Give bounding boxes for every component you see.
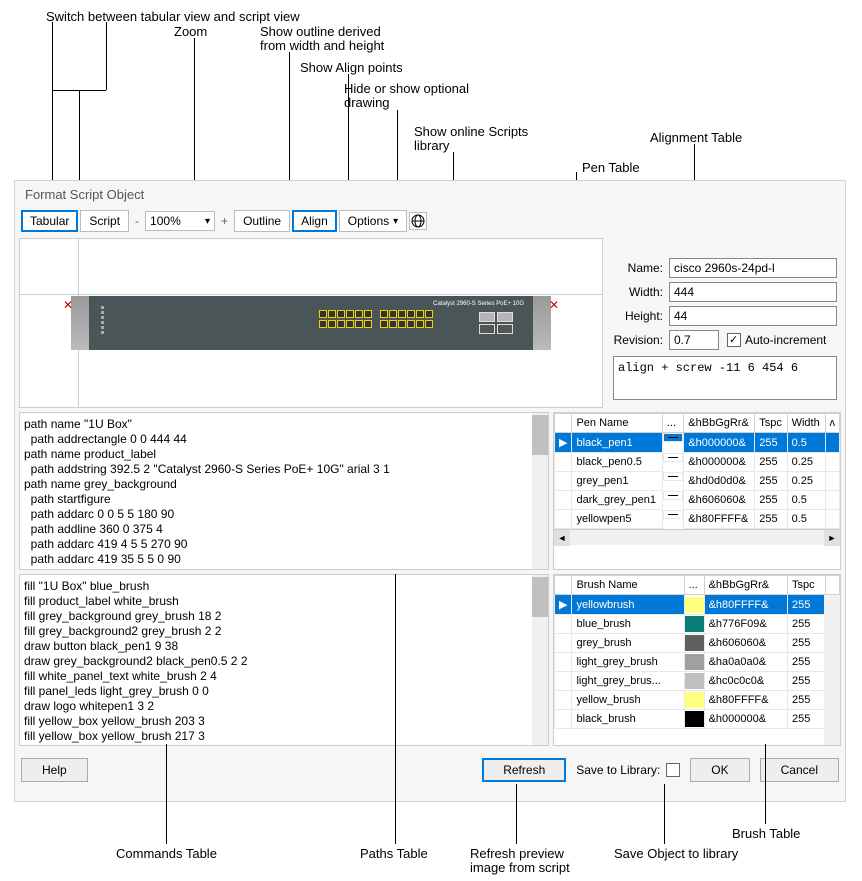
device-preview: ✕ ✕ Catalyst 2960-S Series PoE+ 10G [71, 296, 551, 350]
table-row[interactable]: light_grey_brush &ha0a0a0& 255 [555, 653, 840, 672]
annotation-save-object: Save Object to library [614, 846, 738, 861]
scrollbar[interactable] [532, 413, 548, 569]
script-button[interactable]: Script [80, 210, 129, 232]
align-button[interactable]: Align [292, 210, 337, 232]
revision-input[interactable] [669, 330, 719, 350]
v-scrollbar[interactable] [824, 595, 840, 745]
bottom-bar: Help Refresh Save to Library: OK Cancel [15, 750, 845, 790]
annotation-align: Show Align points [300, 60, 403, 75]
annotation-online-l2: library [414, 138, 449, 153]
annotation-online-l1: Show online Scripts [414, 124, 528, 139]
refresh-button[interactable]: Refresh [482, 758, 566, 782]
width-label: Width: [613, 285, 669, 299]
dialog-title: Format Script Object [15, 181, 845, 208]
height-label: Height: [613, 309, 669, 323]
annotation-outline-l2: from width and height [260, 38, 384, 53]
chevron-down-icon: ▾ [393, 216, 398, 227]
annotation-commands: Commands Table [116, 846, 217, 861]
cancel-button[interactable]: Cancel [760, 758, 839, 782]
align-textarea[interactable]: align + screw -11 6 454 6 [613, 356, 837, 400]
annotation-alignment-table: Alignment Table [650, 130, 742, 145]
name-input[interactable] [669, 258, 837, 278]
dialog-window: Format Script Object Tabular Script - 10… [14, 180, 846, 802]
zoom-value: 100% [150, 214, 181, 228]
chevron-down-icon: ▾ [205, 216, 210, 227]
annotation-brush-table: Brush Table [732, 826, 800, 841]
help-button[interactable]: Help [21, 758, 88, 782]
annotation-hide-l1: Hide or show optional [344, 81, 469, 96]
annotation-outline-l1: Show outline derived [260, 24, 381, 39]
table-row[interactable]: ▶ black_pen1 &h000000& 255 0.5 [555, 433, 840, 453]
height-input[interactable] [669, 306, 837, 326]
revision-label: Revision: [613, 333, 669, 347]
table-row[interactable]: grey_pen1 &hd0d0d0& 255 0.25 [555, 472, 840, 491]
table-row[interactable]: blue_brush &h776F09& 255 [555, 615, 840, 634]
annotation-zoom: Zoom [174, 24, 207, 39]
toolbar: Tabular Script - 100% ▾ + Outline Align … [15, 208, 845, 234]
ok-button[interactable]: OK [690, 758, 749, 782]
name-label: Name: [613, 261, 669, 275]
preview-area: ✕ ✕ Catalyst 2960-S Series PoE+ 10G [19, 238, 603, 408]
options-button[interactable]: Options ▾ [339, 210, 407, 232]
table-row[interactable]: yellowpen5 &h80FFFF& 255 0.5 [555, 510, 840, 529]
annotation-hide-l2: drawing [344, 95, 390, 110]
auto-increment-label: Auto-increment [745, 333, 826, 347]
table-row[interactable]: dark_grey_pen1 &h606060& 255 0.5 [555, 491, 840, 510]
tabular-button[interactable]: Tabular [21, 210, 78, 232]
zoom-plus[interactable]: + [217, 214, 232, 228]
save-library-checkbox[interactable] [666, 763, 680, 777]
width-input[interactable] [669, 282, 837, 302]
table-row[interactable]: ▶ yellowbrush &h80FFFF& 255 [555, 595, 840, 615]
table-row[interactable]: light_grey_brus... &hc0c0c0& 255 [555, 672, 840, 691]
annotation-refresh-l1: Refresh preview [470, 846, 564, 861]
zoom-minus[interactable]: - [131, 214, 143, 228]
paths-script-box[interactable]: path name "1U Box" path addrectangle 0 0… [19, 412, 549, 570]
brush-table[interactable]: Brush Name...&hBbGgRr&Tspc ▶ yellowbrush… [553, 574, 841, 746]
commands-script-box[interactable]: fill "1U Box" blue_brush fill product_la… [19, 574, 549, 746]
save-library-label: Save to Library: [576, 763, 660, 777]
annotation-paths: Paths Table [360, 846, 428, 861]
properties-panel: Name: Width: Height: Revision: Auto-incr… [607, 238, 843, 408]
outline-button[interactable]: Outline [234, 210, 290, 232]
annotation-refresh-l2: image from script [470, 860, 570, 875]
annotation-pen-table: Pen Table [582, 160, 640, 175]
pen-table[interactable]: Pen Name...&hBbGgRr&TspcWidthʌ ▶ black_p… [553, 412, 841, 570]
table-row[interactable]: black_brush &h000000& 255 [555, 710, 840, 729]
zoom-select[interactable]: 100% ▾ [145, 211, 215, 231]
h-scrollbar[interactable]: ◄► [554, 529, 840, 545]
table-row[interactable]: grey_brush &h606060& 255 [555, 634, 840, 653]
auto-increment-checkbox[interactable] [727, 333, 741, 347]
table-row[interactable]: yellow_brush &h80FFFF& 255 [555, 691, 840, 710]
scrollbar[interactable] [532, 575, 548, 745]
globe-icon[interactable] [409, 212, 427, 230]
annotation-switch-view: Switch between tabular view and script v… [46, 9, 300, 24]
device-label: Catalyst 2960-S Series PoE+ 10G [430, 300, 527, 308]
table-row[interactable]: black_pen0.5 &h000000& 255 0.25 [555, 453, 840, 472]
